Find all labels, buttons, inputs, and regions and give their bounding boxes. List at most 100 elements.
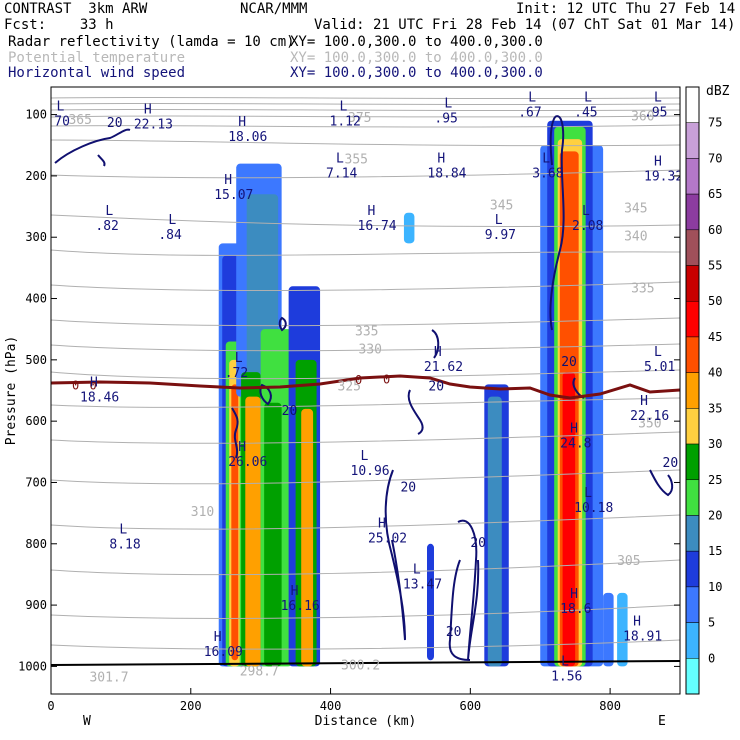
colorbar-level-label: 30 bbox=[708, 437, 722, 451]
theta-label: 298.7 bbox=[240, 665, 279, 680]
theta-label: 325 bbox=[338, 380, 361, 395]
extremum-value: .84 bbox=[158, 228, 182, 243]
theta-line bbox=[51, 397, 680, 408]
extremum-letter: L bbox=[561, 654, 569, 669]
colorbar-swatch bbox=[685, 586, 700, 623]
theta-line bbox=[51, 102, 680, 106]
colorbar-level-label: 10 bbox=[708, 580, 722, 594]
theta-label: 335 bbox=[631, 281, 654, 296]
theta-line bbox=[51, 169, 680, 179]
reflectivity-cell bbox=[264, 402, 282, 667]
colorbar-swatch bbox=[685, 86, 700, 123]
extremum-value: 16.74 bbox=[358, 219, 397, 234]
theta-line bbox=[51, 604, 680, 619]
extremum-letter: L bbox=[168, 213, 176, 228]
colorbar-swatch bbox=[685, 515, 700, 552]
colorbar-swatch bbox=[685, 265, 700, 302]
west-label: W bbox=[83, 714, 91, 729]
extremum-value: 10.18 bbox=[574, 501, 613, 516]
center-label: NCAR/MMM bbox=[240, 1, 308, 17]
x-axis-label: Distance (km) bbox=[315, 714, 417, 729]
plot-frame bbox=[50, 86, 681, 695]
extremum-letter: L bbox=[582, 204, 590, 219]
field-xy-reflectivity: XY= 100.0,300.0 to 400.0,300.0 bbox=[290, 34, 543, 50]
x-tick-label: 0 bbox=[47, 699, 54, 713]
reflectivity-cell bbox=[603, 592, 614, 667]
contour-labels: 365 375 355 360 345 345 340 335 335 330 325 350 310 3… bbox=[46, 90, 680, 686]
theta-label: 340 bbox=[624, 229, 647, 244]
theta-label: 330 bbox=[359, 343, 382, 358]
colorbar-level-label: 0 bbox=[708, 651, 715, 665]
colorbar-swatch bbox=[685, 443, 700, 481]
extremum-letter: H bbox=[570, 587, 578, 602]
colorbar-swatch bbox=[685, 622, 700, 659]
theta-label: 345 bbox=[624, 202, 647, 217]
extremum-value: 25.02 bbox=[368, 531, 407, 546]
valid-time: Valid: 21 UTC Fri 28 Feb 14 (07 ChT Sat … bbox=[314, 17, 736, 33]
wind-contour bbox=[231, 407, 239, 459]
extremum-letter: L bbox=[654, 345, 662, 360]
extremum-letter: L bbox=[340, 100, 348, 115]
extremum-value: 18.06 bbox=[228, 130, 267, 145]
colorbar-swatch bbox=[685, 122, 700, 159]
colorbar-swatch bbox=[685, 658, 700, 695]
wind-contour bbox=[649, 469, 674, 497]
theta-line bbox=[51, 249, 680, 256]
wind-contour bbox=[457, 519, 480, 661]
wind-contour bbox=[549, 115, 565, 331]
wind-label: 20 bbox=[107, 116, 123, 131]
zero-isotherm-label: 0 bbox=[89, 379, 96, 393]
wind-contour bbox=[431, 329, 440, 359]
reflectivity-cell bbox=[403, 212, 415, 244]
theta-line bbox=[51, 343, 680, 352]
wind-contour-lines bbox=[54, 115, 674, 661]
theta-line bbox=[51, 281, 680, 292]
extremum-letter: L bbox=[413, 562, 421, 577]
wind-label: 20 bbox=[663, 456, 679, 471]
x-tick-label: 200 bbox=[180, 699, 202, 713]
theta-line bbox=[51, 514, 680, 530]
extremum-value: 3.68 bbox=[532, 167, 563, 182]
colorbar-swatch bbox=[685, 372, 700, 409]
theta-line bbox=[51, 108, 680, 112]
extremum-value: 18.84 bbox=[427, 167, 466, 182]
colorbar-level-label: 45 bbox=[708, 330, 722, 344]
colorbar-level-label: 35 bbox=[708, 401, 722, 415]
extremum-letter: L bbox=[584, 90, 592, 105]
theta-line bbox=[51, 639, 680, 650]
theta-label: 301.7 bbox=[89, 671, 128, 686]
extremum-letter: H bbox=[90, 375, 98, 390]
extremum-value: 22.16 bbox=[630, 409, 669, 424]
x-tick-label: 600 bbox=[459, 699, 481, 713]
extremum-value: 16.09 bbox=[204, 645, 243, 660]
colorbar-level-label: 65 bbox=[708, 187, 722, 201]
figure-title: CONTRAST 3km ARW bbox=[4, 1, 148, 17]
extremum-value: .95 bbox=[434, 111, 457, 126]
theta-line bbox=[51, 214, 680, 228]
theta-label: 310 bbox=[191, 505, 214, 520]
theta-label: 350 bbox=[638, 416, 661, 431]
colorbar-swatch bbox=[685, 193, 700, 231]
extremum-letter: L bbox=[654, 90, 662, 105]
theta-label: 355 bbox=[345, 153, 368, 168]
colorbar-swatch bbox=[685, 300, 700, 338]
extremum-value: .45 bbox=[574, 105, 597, 120]
theta-line bbox=[51, 469, 680, 485]
wind-contour bbox=[278, 316, 287, 332]
y-tick-label: 600 bbox=[25, 414, 47, 428]
colorbar-swatch bbox=[685, 479, 700, 516]
theta-line bbox=[51, 317, 680, 327]
wind-label: 20 bbox=[400, 481, 416, 496]
extremum-value: .70 bbox=[46, 115, 69, 130]
field-name-theta: Potential temperature bbox=[8, 50, 186, 66]
wind-contour bbox=[97, 154, 106, 167]
colorbar-level-label: 5 bbox=[708, 616, 715, 630]
colorbar-unit: dBZ bbox=[706, 84, 730, 99]
y-tick-label: 700 bbox=[25, 475, 47, 489]
y-tick-label: 400 bbox=[25, 292, 47, 306]
extremum-letter: H bbox=[238, 440, 246, 455]
wind-label: 20 bbox=[282, 404, 298, 419]
wind-contour bbox=[54, 128, 131, 164]
zero-isotherm bbox=[51, 374, 680, 400]
